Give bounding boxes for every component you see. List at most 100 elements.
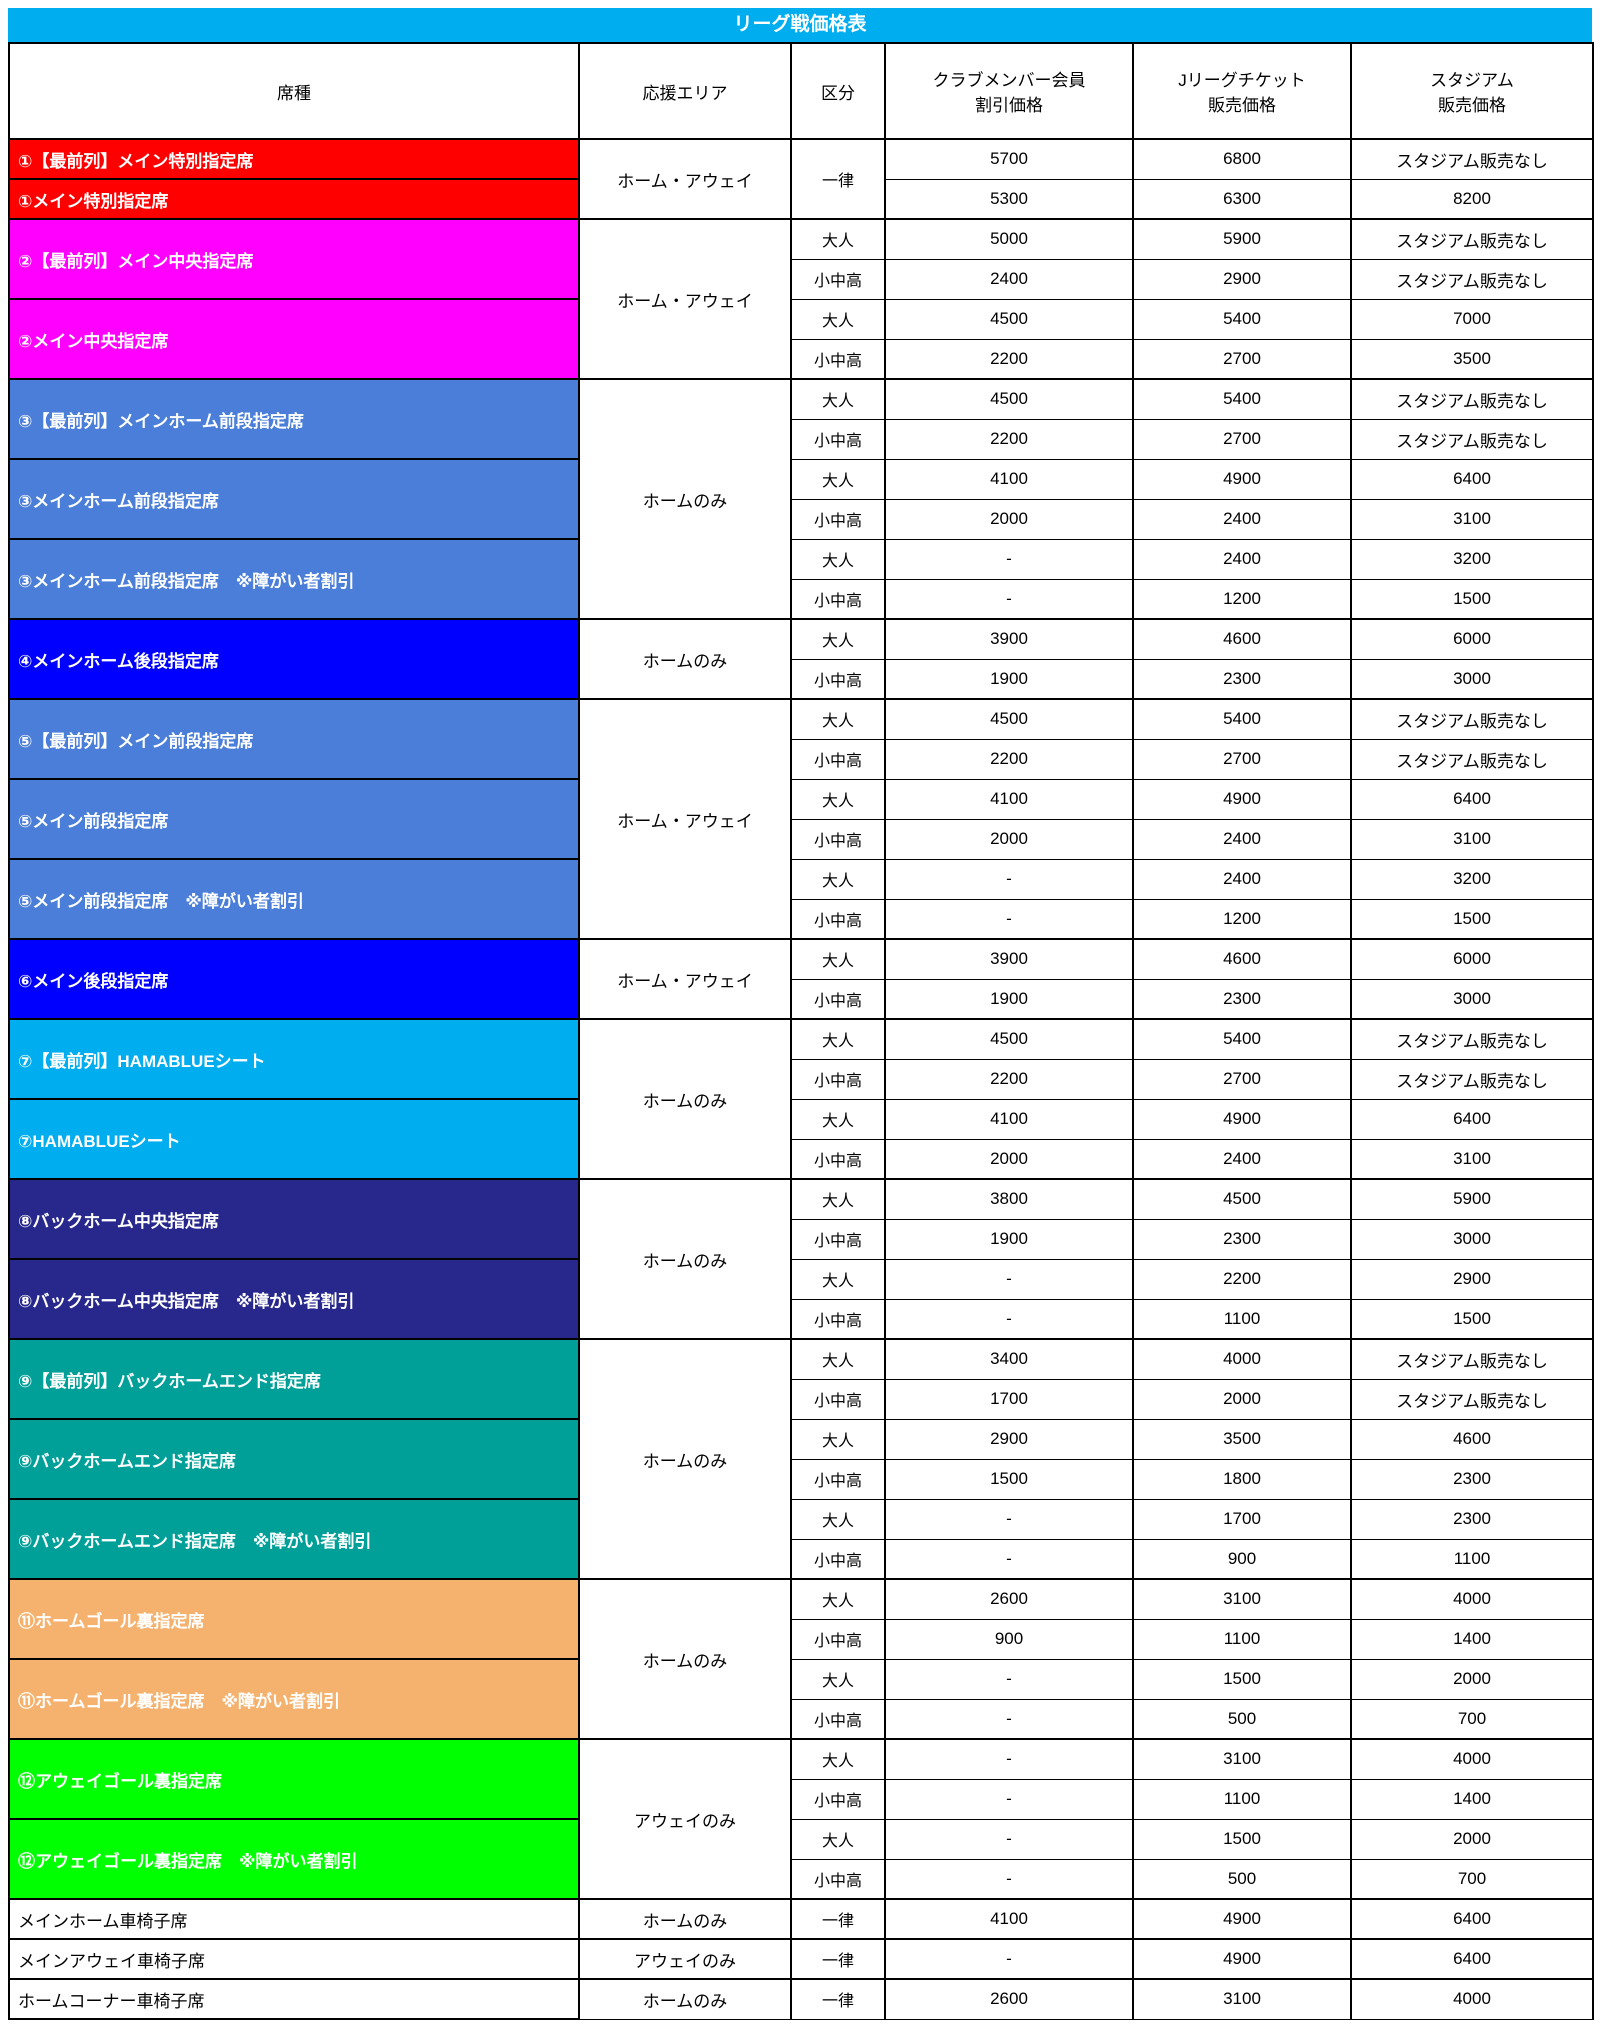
- cell-member: 2200: [884, 338, 1134, 380]
- cell-seat: ①【最前列】メイン特別指定席: [8, 138, 580, 180]
- cell-area: ホームのみ: [578, 1898, 792, 1940]
- cell-kubun: 大人: [790, 1658, 886, 1700]
- cell-jleague: 4900: [1132, 778, 1352, 820]
- cell-member: 2600: [884, 1978, 1134, 2020]
- cell-member: 4500: [884, 378, 1134, 420]
- cell-jleague: 4600: [1132, 618, 1352, 660]
- cell-member: 3900: [884, 618, 1134, 660]
- cell-stadium: スタジアム販売なし: [1350, 1378, 1594, 1420]
- cell-seat: ホームコーナー車椅子席: [8, 1978, 580, 2020]
- col-header-stadium-price: スタジアム 販売価格: [1350, 42, 1594, 140]
- cell-seat: ⑪ホームゴール裏指定席 ※障がい者割引: [8, 1658, 580, 1740]
- table-row: ⑤メイン前段指定席 大人 4100 4900 6400: [8, 778, 1594, 860]
- cell-member: -: [884, 1298, 1134, 1340]
- cell-stadium: 2000: [1350, 1818, 1594, 1860]
- table-row: 小中高 1500 1800 2300: [9, 1458, 1594, 1500]
- cell-jleague: 2200: [1132, 1258, 1352, 1300]
- cell-member: -: [884, 1658, 1134, 1700]
- cell-kubun: 小中高: [790, 1058, 886, 1100]
- cell-member: 1500: [884, 1458, 1134, 1500]
- cell-jleague: 2300: [1132, 658, 1352, 700]
- table-row: メインホーム車椅子席 ホームのみ 一律 4100 4900 6400: [8, 1898, 1594, 1940]
- table-row: ⑪ホームゴール裏指定席 ホームのみ 大人 2600 3100 4000: [8, 1578, 1594, 1740]
- cell-jleague: 4900: [1132, 1898, 1352, 1940]
- cell-kubun: 小中高: [790, 498, 886, 540]
- table-row: ①【最前列】メイン特別指定席 ホーム・アウェイ 一律 5700 6800 スタジアム販売な…: [8, 138, 1594, 220]
- cell-jleague: 2700: [1132, 1058, 1352, 1100]
- cell-stadium: 3100: [1350, 1138, 1594, 1180]
- table-row: メインアウェイ車椅子席 アウェイのみ 一律 -4900 6400: [8, 1938, 1594, 1980]
- cell-kubun: 小中高: [790, 1618, 886, 1660]
- table-row: 小中高 2000 2400 3100: [9, 818, 1594, 860]
- table-row: 小中高 2200 2700 3500: [9, 338, 1594, 380]
- cell-stadium: 700: [1350, 1858, 1594, 1900]
- cell-kubun: 小中高: [790, 818, 886, 860]
- cell-seat: ②メイン中央指定席: [8, 298, 580, 380]
- cell-kubun: 小中高: [790, 1778, 886, 1820]
- cell-stadium: スタジアム販売なし: [1350, 1338, 1594, 1380]
- cell-jleague: 1100: [1132, 1778, 1352, 1820]
- cell-jleague: 1500: [1132, 1818, 1352, 1860]
- cell-jleague: 5400: [1132, 378, 1352, 420]
- cell-jleague: 1700: [1132, 1498, 1352, 1540]
- cell-kubun: 大人: [790, 1498, 886, 1540]
- cell-kubun: 小中高: [790, 658, 886, 700]
- table-row: 小中高 2200 2700 スタジアム販売なし: [9, 1058, 1594, 1100]
- cell-jleague: 2400: [1132, 498, 1352, 540]
- cell-member: 1700: [884, 1378, 1134, 1420]
- cell-kubun: 大人: [790, 1258, 886, 1300]
- cell-kubun: 小中高: [790, 1138, 886, 1180]
- table-row: ⑧バックホーム中央指定席 ホームのみ 大人 3800 4500 5900: [8, 1178, 1594, 1340]
- table-row: ⑨【最前列】バックホームエンド指定席 ホームのみ 大人 3400 4000 スタジアム販売…: [8, 1338, 1594, 1580]
- cell-seat: ②【最前列】メイン中央指定席: [8, 218, 580, 300]
- cell-seat: ⑨【最前列】バックホームエンド指定席: [8, 1338, 580, 1420]
- cell-stadium: スタジアム販売なし: [1350, 738, 1594, 780]
- cell-stadium: 1400: [1350, 1618, 1594, 1660]
- cell-stadium: 5900: [1350, 1178, 1594, 1220]
- cell-seat: ⑥メイン後段指定席: [8, 938, 580, 1020]
- col-header-kubun: 区分: [790, 42, 886, 140]
- cell-stadium: 2300: [1350, 1498, 1594, 1540]
- cell-kubun: 一律: [790, 1898, 886, 1940]
- cell-member: 1900: [884, 1218, 1134, 1260]
- cell-member: -: [884, 1818, 1134, 1860]
- cell-member: 4100: [884, 1098, 1134, 1140]
- cell-jleague: 6300: [1132, 178, 1352, 220]
- table-row: ⑨バックホームエンド指定席 ※障がい者割引 大人 -1700 2300: [8, 1498, 1594, 1580]
- cell-kubun: 小中高: [790, 1298, 886, 1340]
- cell-stadium: 3100: [1350, 498, 1594, 540]
- cell-kubun: 一律: [790, 1938, 886, 1980]
- cell-jleague: 2300: [1132, 978, 1352, 1020]
- table-row: 小中高 -900 1100: [9, 1538, 1594, 1580]
- cell-member: -: [884, 1778, 1134, 1820]
- cell-area: ホームのみ: [578, 1018, 792, 1180]
- cell-seat: メインホーム車椅子席: [8, 1898, 580, 1940]
- cell-stadium: スタジアム販売なし: [1350, 418, 1594, 460]
- table-row: 小中高 1700 2000 スタジアム販売なし: [9, 1378, 1594, 1420]
- header-row: 席種 応援エリア 区分 クラブメンバー会員 割引価格 Jリーグチケット 販売価格…: [8, 42, 1594, 140]
- cell-member: 2600: [884, 1578, 1134, 1620]
- cell-area: アウェイのみ: [578, 1938, 792, 1980]
- cell-member: 2000: [884, 498, 1134, 540]
- table-row: 小中高 -1100 1400: [9, 1778, 1594, 1820]
- cell-stadium: 3000: [1350, 658, 1594, 700]
- cell-stadium: 4000: [1350, 1978, 1594, 2020]
- table-row: ②【最前列】メイン中央指定席 ホーム・アウェイ 大人 5000 5900 スタジアム販売な…: [8, 218, 1594, 380]
- cell-member: 5700: [884, 138, 1134, 180]
- cell-kubun: 小中高: [790, 418, 886, 460]
- cell-area: ホームのみ: [578, 1578, 792, 1740]
- table-row: ⑫アウェイゴール裏指定席 アウェイのみ 大人 -3100 4000: [8, 1738, 1594, 1900]
- cell-jleague: 1500: [1132, 1658, 1352, 1700]
- cell-area: ホーム・アウェイ: [578, 698, 792, 940]
- table-row: ⑪ホームゴール裏指定席 ※障がい者割引 大人 -1500 2000: [8, 1658, 1594, 1740]
- table-row: ⑦HAMABLUEシート 大人 4100 4900 6400: [8, 1098, 1594, 1180]
- cell-jleague: 4900: [1132, 1098, 1352, 1140]
- cell-area: ホームのみ: [578, 378, 792, 620]
- cell-stadium: スタジアム販売なし: [1350, 138, 1594, 180]
- cell-stadium: 6400: [1350, 1098, 1594, 1140]
- cell-stadium: 2000: [1350, 1658, 1594, 1700]
- cell-stadium: 8200: [1350, 178, 1594, 220]
- cell-jleague: 4900: [1132, 1938, 1352, 1980]
- cell-member: 5000: [884, 218, 1134, 260]
- cell-jleague: 500: [1132, 1858, 1352, 1900]
